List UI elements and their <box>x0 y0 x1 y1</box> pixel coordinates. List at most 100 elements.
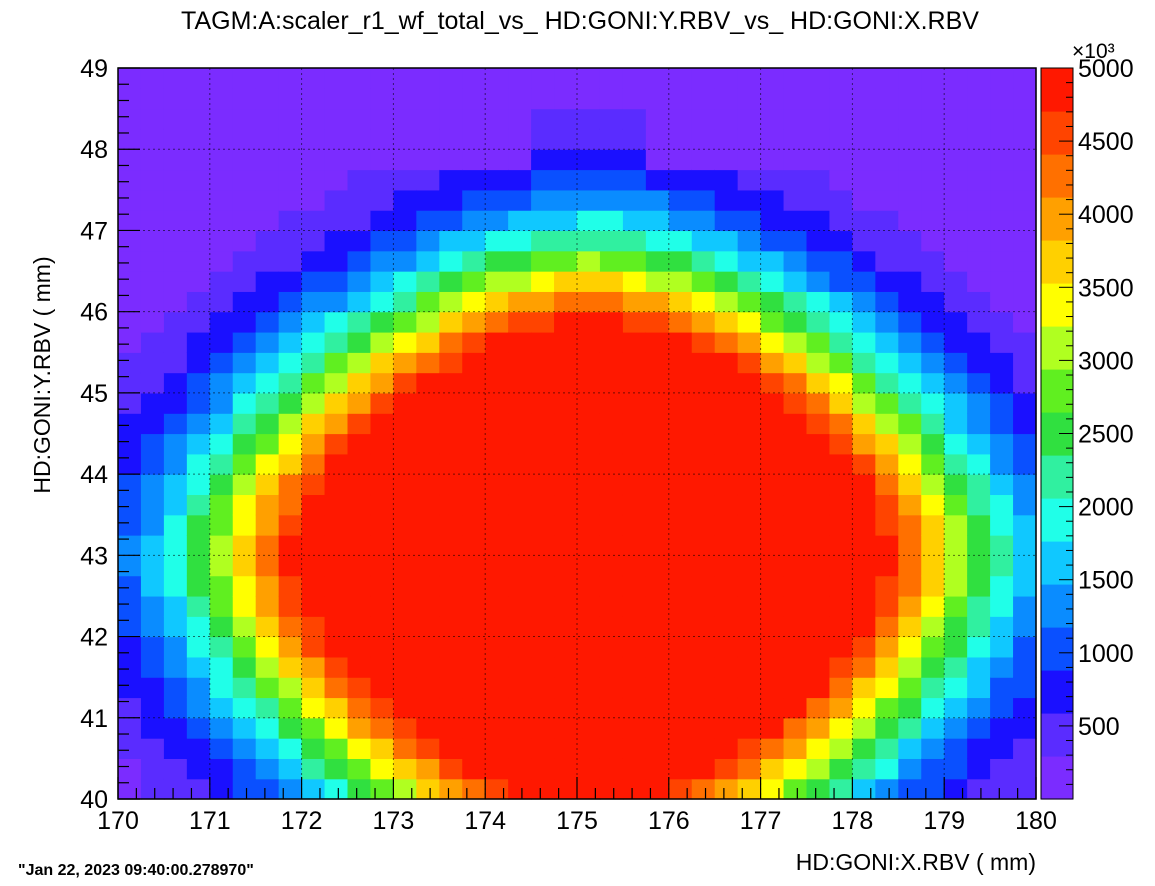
y-tick-label: 49 <box>80 55 108 83</box>
heatmap-cell <box>301 271 326 292</box>
heatmap-cell <box>691 291 716 313</box>
heatmap-cell <box>278 453 303 475</box>
heatmap-cell <box>186 189 211 211</box>
heatmap-cell <box>691 535 716 556</box>
y-tick-label: 46 <box>80 299 108 327</box>
heatmap-cell <box>508 88 532 110</box>
heatmap-cell <box>554 636 578 658</box>
heatmap-cell <box>577 230 601 252</box>
heatmap-cell <box>485 128 509 150</box>
heatmap-cell <box>691 474 716 496</box>
heatmap-cell <box>829 575 853 597</box>
heatmap-cell <box>967 149 991 171</box>
heatmap-cell <box>875 88 899 110</box>
heatmap-cell <box>393 433 417 455</box>
heatmap-cell <box>347 392 372 414</box>
heatmap-cell <box>554 474 578 496</box>
heatmap-cell <box>278 311 303 333</box>
heatmap-cell <box>668 210 693 232</box>
heatmap-cell <box>737 717 762 739</box>
heatmap-cell <box>1013 433 1037 455</box>
heatmap-cell <box>921 595 945 617</box>
heatmap-cell <box>508 616 532 638</box>
heatmap-cell <box>508 514 532 536</box>
heatmap-cell <box>967 331 991 353</box>
heatmap-cell <box>370 535 394 556</box>
heatmap-cell <box>462 250 486 272</box>
heatmap-cell <box>140 210 165 232</box>
heatmap-cell <box>829 250 853 272</box>
heatmap-cell <box>1013 68 1037 89</box>
heatmap-cell <box>599 68 624 89</box>
heatmap-cell <box>760 575 785 597</box>
heatmap-cell <box>806 68 831 89</box>
heatmap-cell <box>967 636 991 658</box>
heatmap-cell <box>209 149 234 171</box>
heatmap-cell <box>829 230 853 252</box>
heatmap-cell <box>783 149 808 171</box>
heatmap-cell <box>1013 535 1037 556</box>
heatmap-cell <box>806 677 831 699</box>
heatmap-cell <box>714 392 739 414</box>
heatmap-cell <box>737 291 762 313</box>
heatmap-cell <box>852 453 876 475</box>
heatmap-cell <box>163 738 188 759</box>
heatmap-cell <box>301 108 326 130</box>
heatmap-cell <box>278 149 303 171</box>
heatmap-cell <box>393 474 417 496</box>
heatmap-cell <box>668 169 693 191</box>
heatmap-cell <box>186 514 211 536</box>
heatmap-cell <box>668 717 693 739</box>
heatmap-cell <box>691 128 716 150</box>
heatmap-cell <box>852 128 876 150</box>
heatmap-cell <box>852 108 876 130</box>
heatmap-cell <box>209 413 234 435</box>
heatmap-cell <box>760 555 785 577</box>
heatmap-cell <box>875 494 899 516</box>
heatmap-cell <box>278 636 303 658</box>
heatmap-cell <box>921 250 945 272</box>
heatmap-cell <box>622 352 647 374</box>
colorbar-segment <box>1041 627 1073 671</box>
heatmap-cell <box>691 68 716 89</box>
heatmap-cell <box>462 514 486 536</box>
heatmap-cell <box>118 697 142 719</box>
heatmap-cell <box>898 149 922 171</box>
heatmap-cell <box>301 149 326 171</box>
heatmap-cell <box>508 636 532 658</box>
heatmap-cell <box>278 555 303 577</box>
heatmap-cell <box>393 413 417 435</box>
x-tick-label: 172 <box>281 807 323 835</box>
heatmap-cell <box>577 697 601 719</box>
heatmap-cell <box>668 616 693 638</box>
heatmap-cell <box>737 595 762 617</box>
heatmap-cell <box>783 311 808 333</box>
x-tick-label: 175 <box>556 807 598 835</box>
heatmap-cell <box>760 738 785 759</box>
heatmap-cell <box>944 636 968 658</box>
heatmap-cell <box>255 453 280 475</box>
heatmap-cell <box>898 392 922 414</box>
heatmap-cell <box>347 717 372 739</box>
heatmap-cell <box>691 108 716 130</box>
heatmap-cell <box>508 372 532 394</box>
heatmap-cell <box>140 331 165 353</box>
heatmap-cell <box>967 352 991 374</box>
heatmap-cell <box>875 535 899 556</box>
heatmap-cell <box>439 392 463 414</box>
heatmap-cell <box>531 677 555 699</box>
heatmap-cell <box>462 575 486 597</box>
heatmap-cell <box>278 250 303 272</box>
heatmap-cell <box>554 169 578 191</box>
heatmap-cell <box>278 697 303 719</box>
heatmap-cell <box>508 189 532 211</box>
heatmap-cell <box>714 372 739 394</box>
heatmap-cell <box>944 392 968 414</box>
heatmap-cell <box>186 555 211 577</box>
heatmap-cell <box>531 453 555 475</box>
heatmap-cell <box>599 352 624 374</box>
heatmap-cell <box>186 128 211 150</box>
heatmap-cell <box>990 656 1014 678</box>
heatmap-cell <box>324 677 349 699</box>
heatmap-cell <box>921 433 945 455</box>
